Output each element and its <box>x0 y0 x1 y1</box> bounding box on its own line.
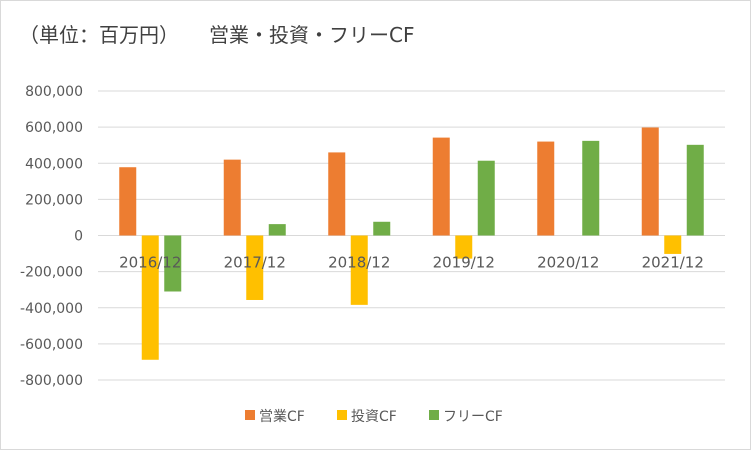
legend-label: 営業CF <box>259 409 305 425</box>
bar <box>455 235 473 259</box>
y-tick-label: 800,000 <box>25 84 83 100</box>
bar <box>164 235 182 292</box>
y-tick-label: 0 <box>74 229 83 245</box>
bar <box>373 221 391 236</box>
bar <box>537 141 555 236</box>
bar <box>141 235 159 360</box>
y-tick-label: -800,000 <box>20 373 83 389</box>
legend-swatch <box>245 410 255 420</box>
bar <box>477 160 495 236</box>
bar <box>119 167 137 236</box>
legend-swatch <box>337 410 347 420</box>
bar <box>582 140 600 236</box>
bar <box>641 127 659 236</box>
bar <box>664 235 682 254</box>
x-tick-label: 2020/12 <box>537 254 599 272</box>
y-tick-label: 600,000 <box>25 120 83 136</box>
x-tick-label: 2016/12 <box>119 254 181 272</box>
legend-swatch <box>429 410 439 420</box>
legend-label: 投資CF <box>351 409 397 425</box>
bar <box>686 144 704 236</box>
legend-label: フリーCF <box>443 409 503 425</box>
y-tick-label: -400,000 <box>20 301 83 317</box>
x-tick-label: 2021/12 <box>642 254 704 272</box>
y-tick-label: 200,000 <box>25 192 83 208</box>
y-tick-label: -600,000 <box>20 337 83 353</box>
bar <box>328 152 346 236</box>
bar <box>432 137 450 236</box>
x-tick-label: 2018/12 <box>328 254 390 272</box>
bar <box>223 159 241 236</box>
bar <box>350 235 368 305</box>
bar <box>268 224 286 236</box>
x-tick-label: 2019/12 <box>433 254 495 272</box>
bar <box>246 235 264 300</box>
y-tick-label: -200,000 <box>20 265 83 281</box>
chart-title: （単位：百万円） 営業・投資・フリーCF <box>19 23 415 47</box>
y-tick-label: 400,000 <box>25 156 83 172</box>
x-tick-label: 2017/12 <box>224 254 286 272</box>
